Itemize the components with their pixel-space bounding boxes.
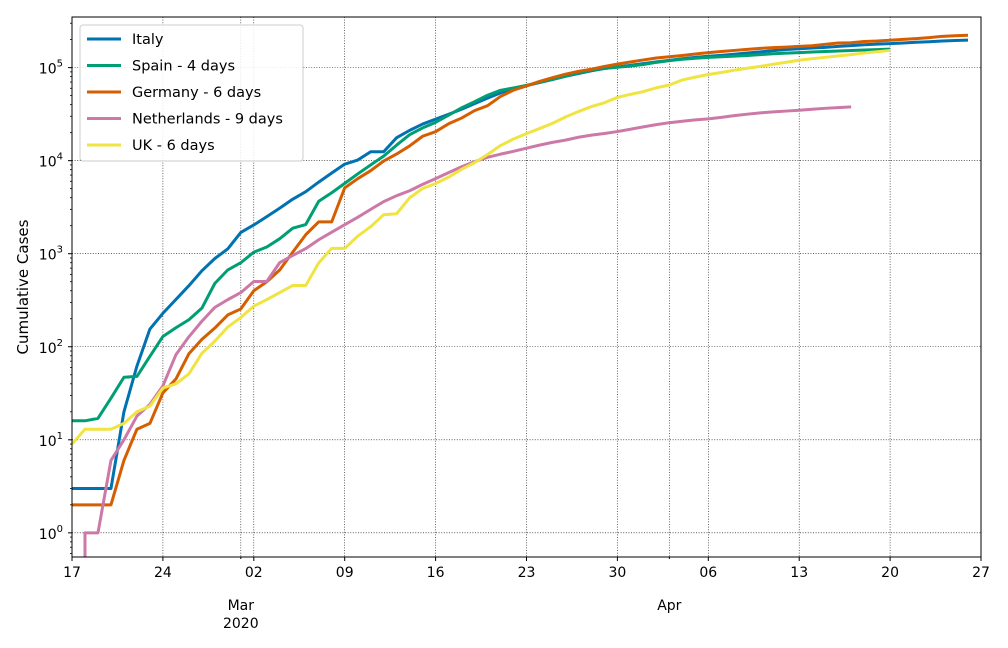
- x-axis: 17 24 02 09 16 23 30 06 13 20 27 Mar 2020 Apr: [63, 557, 990, 632]
- legend-label: UK - 6 days: [132, 138, 215, 154]
- y-tick-label: 102: [39, 338, 63, 357]
- y-tick-label: 100: [39, 524, 63, 543]
- legend-label: Spain - 4 days: [132, 59, 235, 75]
- x-year-label: 2020: [223, 616, 259, 632]
- y-axis-label: Cumulative Cases: [14, 219, 32, 354]
- x-tick-label: 13: [790, 565, 808, 581]
- legend: Italy Spain - 4 days Germany - 6 days Nethe…: [79, 24, 304, 162]
- y-tick-label: 101: [39, 431, 63, 450]
- y-tick-label: 105: [39, 59, 63, 78]
- series-line-2: [72, 33, 969, 507]
- y-tick-label: 104: [39, 152, 63, 171]
- legend-label: Germany - 6 days: [132, 85, 261, 101]
- series-lines: [70, 33, 969, 557]
- series-line-1: [72, 47, 891, 423]
- x-tick-label: 27: [972, 565, 990, 581]
- x-tick-label: 09: [336, 565, 354, 581]
- x-tick-label: 16: [427, 565, 445, 581]
- series-line-3: [83, 105, 852, 557]
- y-tick-label: 103: [39, 245, 63, 264]
- y-axis: 100 101 102 103 104 105: [39, 22, 72, 554]
- x-month-label: Mar: [228, 598, 255, 614]
- x-tick-label: 20: [881, 565, 899, 581]
- legend-label: Netherlands - 9 days: [132, 112, 283, 128]
- legend-box: [79, 24, 304, 162]
- x-month-label: Apr: [657, 598, 681, 614]
- x-tick-label: 24: [154, 565, 172, 581]
- x-tick-label: 17: [63, 565, 81, 581]
- x-tick-label: 02: [245, 565, 263, 581]
- series-line-4: [70, 48, 891, 446]
- x-tick-label: 23: [518, 565, 536, 581]
- x-tick-label: 30: [608, 565, 626, 581]
- legend-label: Italy: [132, 32, 164, 48]
- x-tick-label: 06: [699, 565, 717, 581]
